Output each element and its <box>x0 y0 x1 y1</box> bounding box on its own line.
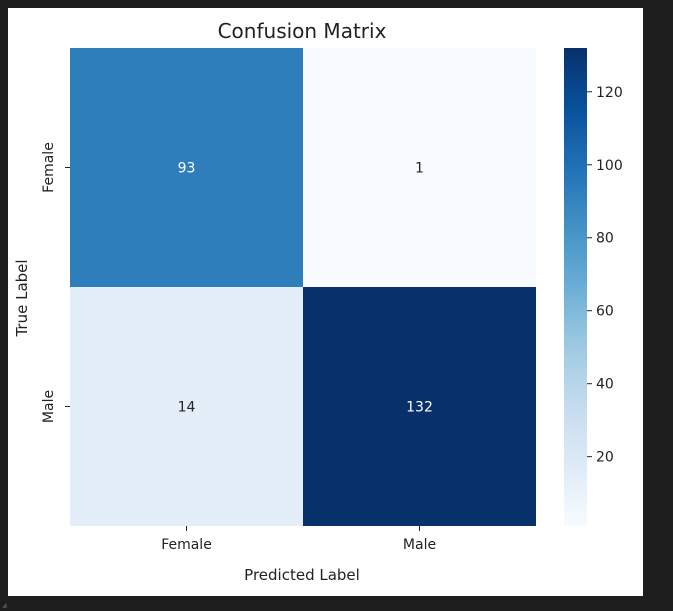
colorbar-tick-label: 60 <box>596 304 614 320</box>
cell-annotations: 93 1 14 132 <box>178 161 433 416</box>
colorbar: 20 40 60 80 100 120 <box>564 48 623 526</box>
heatmap-cell-male-female <box>70 287 303 526</box>
y-axis: Female Male <box>41 142 70 423</box>
colorbar-tick-label: 120 <box>596 85 623 101</box>
colorbar-tick-label: 20 <box>596 450 614 466</box>
cell-annotation: 14 <box>178 400 196 416</box>
heatmap-cells <box>70 48 536 526</box>
cell-annotation: 132 <box>406 400 433 416</box>
colorbar-tick-label: 40 <box>596 377 614 393</box>
heatmap-cell-male-male <box>303 287 536 526</box>
chart-figure: Confusion Matrix 93 1 14 132 Female Male Fem… <box>8 8 643 596</box>
x-axis: Female Male <box>161 526 436 553</box>
heatmap-cell-female-female <box>70 48 303 287</box>
y-tick-label: Female <box>41 142 57 193</box>
cell-annotation: 93 <box>178 161 196 177</box>
resize-handle-icon: ◢ <box>2 602 7 609</box>
x-axis-label: Predicted Label <box>244 566 360 584</box>
x-tick-label: Female <box>161 537 212 553</box>
colorbar-gradient <box>564 48 587 526</box>
cell-annotation: 1 <box>415 161 424 177</box>
chart-title: Confusion Matrix <box>218 19 387 43</box>
confusion-matrix-heatmap: Confusion Matrix 93 1 14 132 Female Male Fem… <box>13 19 623 584</box>
colorbar-tick-label: 100 <box>596 158 623 174</box>
heatmap-cell-female-male <box>303 48 536 287</box>
y-axis-label: True Label <box>13 259 31 337</box>
y-tick-label: Male <box>41 390 57 423</box>
x-tick-label: Male <box>403 537 436 553</box>
colorbar-tick-label: 80 <box>596 231 614 247</box>
